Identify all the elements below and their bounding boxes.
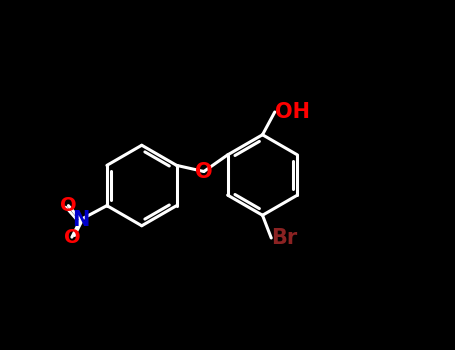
- Text: N: N: [72, 210, 89, 230]
- Text: Br: Br: [271, 228, 298, 248]
- Text: OH: OH: [275, 102, 310, 122]
- Text: O: O: [60, 196, 77, 215]
- Text: O: O: [195, 161, 212, 182]
- Text: O: O: [64, 228, 80, 247]
